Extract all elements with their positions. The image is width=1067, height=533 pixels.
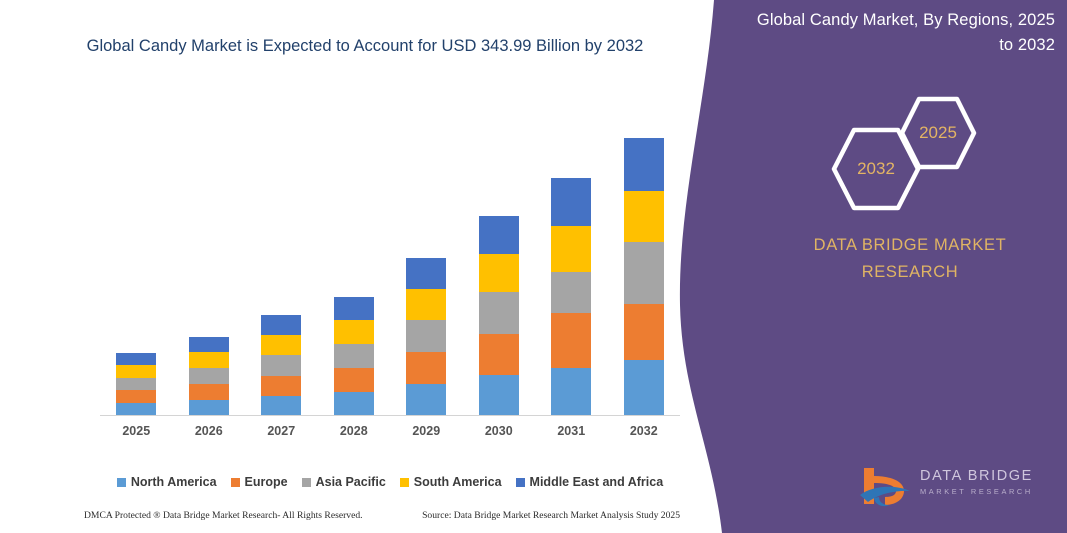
bar-segment[interactable] <box>551 226 592 272</box>
bar-segment[interactable] <box>551 313 592 368</box>
x-axis-label-2027: 2027 <box>267 424 296 438</box>
bar-segment[interactable] <box>406 320 447 352</box>
x-axis-line <box>100 414 680 416</box>
bar-segment[interactable] <box>406 289 447 320</box>
bar-2029[interactable] <box>406 258 447 416</box>
bar-2027[interactable] <box>261 315 302 416</box>
bar-segment[interactable] <box>333 320 374 344</box>
panel-title: Global Candy Market, By Regions, 2025 to… <box>756 11 1055 54</box>
legend-swatch-icon <box>116 477 126 487</box>
footer: DMCA Protected ® Data Bridge Market Rese… <box>84 506 680 524</box>
brand-line-1: DATA BRIDGE MARKET <box>813 236 1007 254</box>
bar-chart-plot <box>100 120 680 416</box>
bar-segment[interactable] <box>406 258 447 289</box>
bar-segment[interactable] <box>333 344 374 368</box>
bar-segment[interactable] <box>551 368 592 416</box>
footer-source: Source: Data Bridge Market Research Mark… <box>422 509 680 521</box>
legend-label: Asia Pacific <box>315 475 386 489</box>
bar-segment[interactable] <box>116 390 157 403</box>
hexagon-outline-icon <box>831 127 921 211</box>
logo-line-1: DATA BRIDGE <box>920 468 1033 484</box>
bar-segment[interactable] <box>478 254 519 292</box>
bar-segment[interactable] <box>188 337 229 352</box>
x-axis-label-2032: 2032 <box>629 424 658 438</box>
bar-segment[interactable] <box>116 353 157 365</box>
bar-segment[interactable] <box>623 242 664 304</box>
legend-swatch-icon <box>230 477 240 487</box>
bar-segment[interactable] <box>261 355 302 376</box>
bar-segment[interactable] <box>333 368 374 392</box>
bar-segment[interactable] <box>261 315 302 335</box>
legend-item[interactable]: North America <box>116 475 217 489</box>
bar-segment[interactable] <box>116 378 157 390</box>
legend-label: Middle East and Africa <box>529 475 664 489</box>
bar-segment[interactable] <box>623 360 664 416</box>
bar-segment[interactable] <box>478 216 519 254</box>
bar-segment[interactable] <box>406 384 447 416</box>
chart-legend: North America Europe Asia Pacific South Ame… <box>100 473 680 491</box>
x-axis-label-2031: 2031 <box>557 424 586 438</box>
brand-name: DATA BRIDGE MARKET RESEARCH <box>760 232 1060 286</box>
bar-2030[interactable] <box>478 216 519 416</box>
bar-segment[interactable] <box>623 304 664 360</box>
hexagon-group: 2032 2025 <box>820 95 1000 220</box>
bar-segment[interactable] <box>261 396 302 416</box>
hexagon-outline-icon <box>899 96 977 170</box>
x-axis-label-2025: 2025 <box>122 424 151 438</box>
x-axis-label-2029: 2029 <box>412 424 441 438</box>
bar-2032[interactable] <box>623 138 664 416</box>
x-axis-label-2026: 2026 <box>194 424 223 438</box>
bar-segment[interactable] <box>116 365 157 378</box>
bar-segment[interactable] <box>551 178 592 226</box>
bar-segment[interactable] <box>406 352 447 384</box>
logo-line-2: MARKET RESEARCH <box>920 487 1033 496</box>
bar-segment[interactable] <box>261 376 302 396</box>
legend-swatch-icon <box>515 477 525 487</box>
legend-label: Europe <box>244 475 288 489</box>
x-axis-labels: 2025 2026 2027 2028 2029 2030 2031 2032 <box>100 424 680 446</box>
legend-item[interactable]: Europe <box>230 475 288 489</box>
footer-copyright: DMCA Protected ® Data Bridge Market Rese… <box>84 509 363 521</box>
x-axis-label-2030: 2030 <box>484 424 513 438</box>
bar-segment[interactable] <box>116 403 157 416</box>
bar-2031[interactable] <box>551 178 592 416</box>
bar-segment[interactable] <box>188 400 229 416</box>
company-logo: DATA BRIDGE MARKET RESEARCH <box>858 462 1048 514</box>
bar-2026[interactable] <box>188 337 229 416</box>
bar-segment[interactable] <box>478 292 519 334</box>
legend-swatch-icon <box>301 477 311 487</box>
legend-item[interactable]: Middle East and Africa <box>515 475 664 489</box>
legend-item[interactable]: Asia Pacific <box>301 475 386 489</box>
bar-segment[interactable] <box>478 334 519 375</box>
bar-segment[interactable] <box>188 352 229 368</box>
bar-2028[interactable] <box>333 297 374 416</box>
legend-label: South America <box>413 475 502 489</box>
chart-title: Global Candy Market is Expected to Accou… <box>86 37 644 55</box>
bar-segment[interactable] <box>623 191 664 242</box>
bar-2025[interactable] <box>116 353 157 416</box>
brand-line-2: RESEARCH <box>861 263 959 281</box>
x-axis-label-2028: 2028 <box>339 424 368 438</box>
bar-segment[interactable] <box>551 272 592 313</box>
bar-segment[interactable] <box>623 138 664 191</box>
legend-swatch-icon <box>399 477 409 487</box>
data-bridge-logo-icon <box>860 468 910 507</box>
hexagon-2025-label: 2025 <box>919 123 957 142</box>
bar-segment[interactable] <box>188 384 229 400</box>
bar-segment[interactable] <box>333 297 374 320</box>
logo-text: DATA BRIDGE MARKET RESEARCH <box>920 468 1048 498</box>
hexagon-2032-label: 2032 <box>857 159 895 178</box>
hexagon-2032: 2032 <box>830 125 922 213</box>
legend-item[interactable]: South America <box>399 475 502 489</box>
bar-segment[interactable] <box>188 368 229 384</box>
bar-segment[interactable] <box>333 392 374 416</box>
bar-segment[interactable] <box>478 375 519 416</box>
hexagon-2025: 2025 <box>898 95 978 171</box>
legend-label: North America <box>130 475 217 489</box>
bar-segment[interactable] <box>261 335 302 355</box>
